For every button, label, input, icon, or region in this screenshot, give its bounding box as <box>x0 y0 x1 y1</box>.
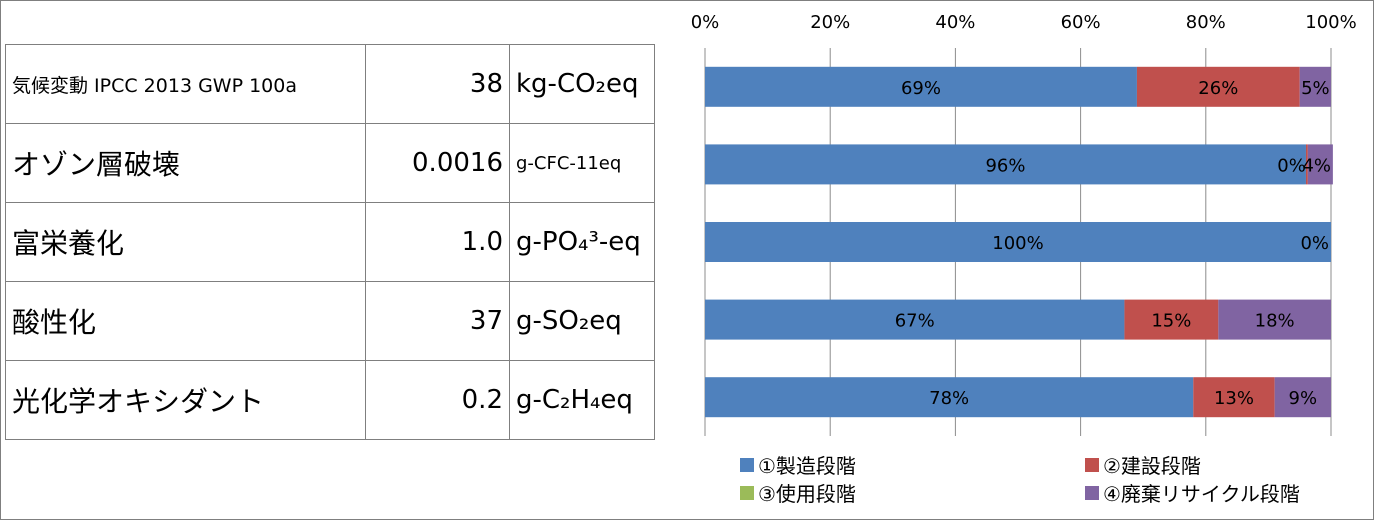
bar-segment <box>1193 377 1275 418</box>
indicator-unit: g-C₂H₄eq <box>509 360 655 440</box>
legend-item: ②建設段階 <box>1085 450 1201 479</box>
table-row: 酸性化 37 g-SO₂eq <box>5 281 655 361</box>
x-tick-label: 60% <box>1061 12 1101 33</box>
table-row: 気候変動 IPCC 2013 GWP 100a 38 kg-CO₂eq <box>5 44 655 124</box>
bar-segment <box>1307 144 1333 185</box>
bar-segment <box>705 222 1331 262</box>
indicator-unit: kg-CO₂eq <box>509 44 655 124</box>
bar-segment <box>1274 377 1331 418</box>
data-label: 5% <box>1301 78 1330 99</box>
data-label: 67% <box>895 311 935 332</box>
table-row: 光化学オキシダント 0.2 g-C₂H₄eq <box>5 360 655 440</box>
table-row: 富栄養化 1.0 g-PO₄³-eq <box>5 202 655 282</box>
bar-segment <box>1299 66 1331 107</box>
data-label: 4% <box>1302 155 1331 176</box>
x-tick-label: 40% <box>935 12 975 33</box>
indicator-table: 気候変動 IPCC 2013 GWP 100a 38 kg-CO₂eq オゾン層… <box>5 44 655 440</box>
indicator-name: 酸性化 <box>5 281 366 361</box>
legend-label: ④廃棄リサイクル段階 <box>1103 482 1300 506</box>
bar-segment <box>705 377 1194 418</box>
legend-swatch <box>1085 485 1099 500</box>
bar-segment <box>1218 299 1331 340</box>
indicator-value: 38 <box>365 44 510 124</box>
data-label: 96% <box>985 155 1025 176</box>
indicator-value: 0.0016 <box>365 123 510 203</box>
indicator-value: 0.2 <box>365 360 510 440</box>
indicator-value: 37 <box>365 281 510 361</box>
indicator-unit: g-PO₄³-eq <box>509 202 655 282</box>
chart-legend: ①製造段階 ②建設段階 ③使用段階 ④廃棄リサイクル段階 <box>740 450 1370 510</box>
indicator-value: 1.0 <box>365 202 510 282</box>
data-label: 18% <box>1255 311 1295 332</box>
legend-item: ④廃棄リサイクル段階 <box>1085 478 1300 507</box>
data-label: 26% <box>1198 78 1238 99</box>
indicator-name: 光化学オキシダント <box>5 360 366 440</box>
data-label: 15% <box>1151 311 1191 332</box>
legend-label: ②建設段階 <box>1103 454 1201 478</box>
bar-segment <box>1124 299 1219 340</box>
table-row: オゾン層破壊 0.0016 g-CFC-11eq <box>5 123 655 203</box>
data-label: 69% <box>901 78 941 99</box>
legend-label: ①製造段階 <box>758 454 856 478</box>
data-label: 100% <box>992 233 1043 254</box>
bar-segment <box>1305 144 1308 185</box>
x-tick-label: 80% <box>1186 12 1226 33</box>
legend-swatch <box>1085 457 1099 472</box>
bar-segment <box>705 299 1125 340</box>
indicator-name: オゾン層破壊 <box>5 123 366 203</box>
bar-segment <box>705 144 1306 185</box>
data-label: 9% <box>1289 388 1318 409</box>
indicator-name: 富栄養化 <box>5 202 366 282</box>
legend-item: ①製造段階 <box>740 450 856 479</box>
x-tick-label: 100% <box>1305 12 1356 33</box>
bar-segment <box>1136 66 1300 107</box>
data-label: 0% <box>1300 233 1329 254</box>
legend-item: ③使用段階 <box>740 478 856 507</box>
x-tick-label: 20% <box>810 12 850 33</box>
data-label: 13% <box>1214 388 1254 409</box>
indicator-unit: g-CFC-11eq <box>509 123 655 203</box>
indicator-name: 気候変動 IPCC 2013 GWP 100a <box>5 44 366 124</box>
legend-label: ③使用段階 <box>758 482 856 506</box>
data-label: 78% <box>929 388 969 409</box>
bar-segment <box>705 66 1137 107</box>
legend-swatch <box>740 457 754 472</box>
stacked-bar-chart: 0% 20% 40% 60% 80% 100%69% 26% 5%96% 0%4%100% 0%6… <box>691 12 1357 436</box>
x-tick-label: 0% <box>691 12 720 33</box>
indicator-unit: g-SO₂eq <box>509 281 655 361</box>
legend-swatch <box>740 485 754 500</box>
data-label: 0% <box>1277 155 1306 176</box>
